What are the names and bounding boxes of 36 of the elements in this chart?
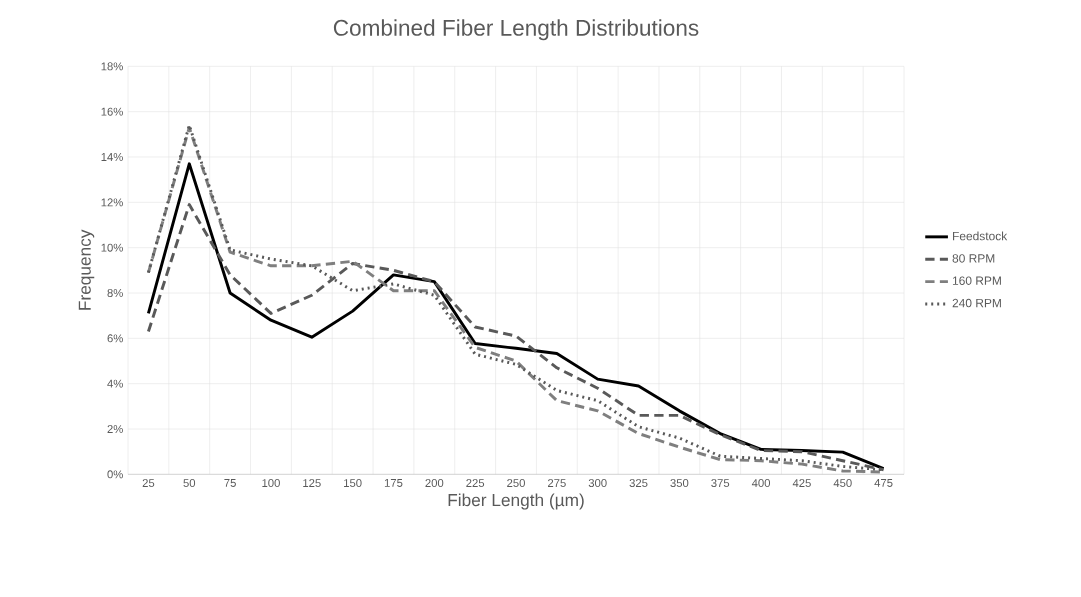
x-tick-label: 150 xyxy=(344,479,362,488)
x-tick-label: 425 xyxy=(792,479,811,488)
x-tick-label: 100 xyxy=(262,479,280,488)
legend-label: 80 RPM xyxy=(952,254,995,263)
y-tick-label: 4% xyxy=(107,379,123,388)
y-tick-label: 6% xyxy=(107,334,123,343)
x-tick-label: 25 xyxy=(142,479,155,488)
x-tick-label: 325 xyxy=(629,479,648,488)
y-tick-label: 8% xyxy=(107,289,123,297)
x-tick-label: 400 xyxy=(751,479,771,488)
x-tick-label: 175 xyxy=(384,479,403,487)
x-tick-label: 75 xyxy=(224,479,236,487)
x-tick-label: 125 xyxy=(303,479,321,488)
x-tick-label: 225 xyxy=(466,479,485,488)
legend-label: 240 RPM xyxy=(952,298,1001,308)
y-axis-title: Frequency xyxy=(78,229,95,310)
chart-title: Combined Fiber Length Distributions xyxy=(333,19,699,41)
y-tick-label: 0% xyxy=(107,470,123,479)
y-tick-label: 12% xyxy=(101,198,123,207)
y-tick-label: 16% xyxy=(101,107,123,116)
x-tick-label: 375 xyxy=(711,479,730,488)
legend-label: Feedstock xyxy=(953,231,1008,241)
y-tick-label: 2% xyxy=(107,425,123,433)
x-tick-label: 250 xyxy=(507,479,525,488)
legend-label: 160 RPM xyxy=(952,276,1001,285)
x-tick-label: 300 xyxy=(588,479,607,488)
x-axis-title: Fiber Length (µm) xyxy=(448,493,584,510)
x-tick-label: 475 xyxy=(874,479,893,487)
y-tick-label: 14% xyxy=(101,153,123,161)
x-tick-label: 450 xyxy=(833,479,852,488)
y-tick-label: 18% xyxy=(101,62,123,71)
x-tick-label: 200 xyxy=(425,479,444,488)
x-tick-label: 50 xyxy=(183,479,196,488)
y-tick-label: 10% xyxy=(101,243,123,252)
x-tick-label: 350 xyxy=(670,479,689,488)
x-tick-label: 275 xyxy=(547,479,566,488)
